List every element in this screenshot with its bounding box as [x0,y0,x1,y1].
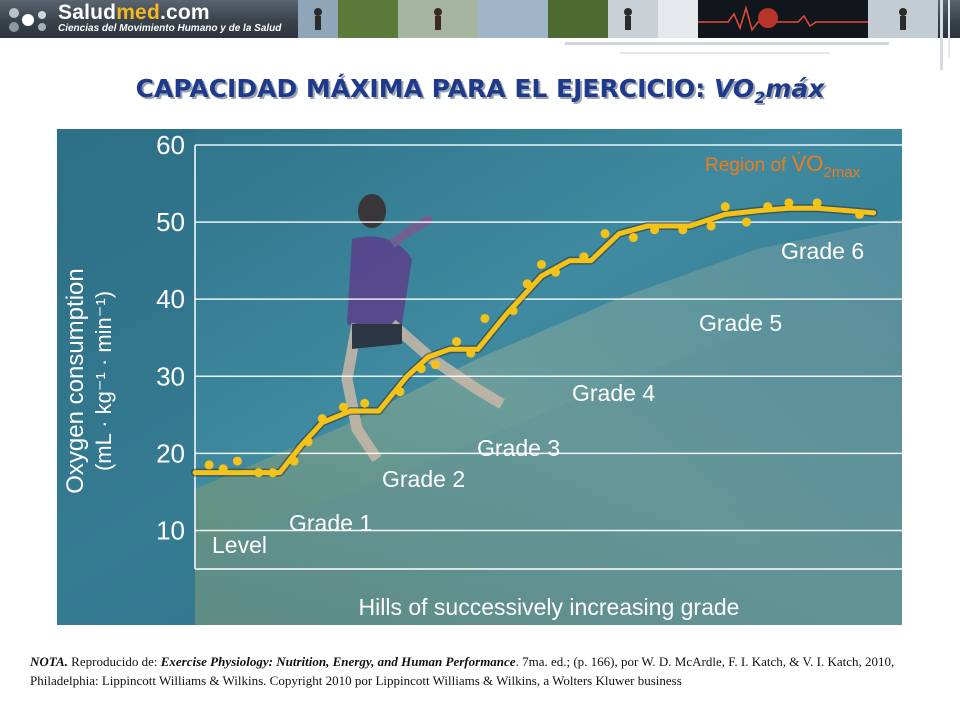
note-lead: NOTA. [30,654,68,669]
y-tick-label: 60 [156,130,185,160]
y-tick-label: 30 [156,361,185,391]
y-tick-label: 10 [156,515,185,545]
vo2-data-point [254,468,264,478]
grade-label: Grade 2 [382,466,465,492]
y-axis-label-line1: Oxygen consumption [62,268,89,493]
region-label-symbol: V̇O [792,151,824,176]
vo2-data-point [232,456,242,466]
vo2-data-point [706,221,716,231]
vo2-data-point [579,252,589,262]
vo2-data-point [522,279,532,289]
chart-left-panel [57,129,195,625]
grade-label: Grade 4 [572,380,655,406]
y-tick-label: 50 [156,207,185,237]
vo2-data-point [395,387,405,397]
note-text-1: Reproducido de: [67,654,161,669]
header-rule [565,42,889,45]
vo2-data-point [855,209,865,219]
side-rule [948,0,950,58]
grade-label: Grade 1 [289,510,372,536]
y-axis-label-line2: (mL · kg⁻¹ · min⁻¹) [91,291,116,471]
logo-brand: Saludmed.com [58,1,210,24]
vo2-data-point [508,306,518,316]
vo2-data-point [480,313,490,323]
grade-label: Grade 5 [699,310,782,336]
title-subscript: 2 [754,88,766,107]
grid-lines [194,144,902,570]
vo2-data-point [430,360,440,370]
vo2-data-point [289,456,299,466]
side-rule [940,0,943,70]
grade-label: Grade 3 [477,435,560,461]
vo2-data-point [812,198,822,208]
grade-labels: Level Grade 1 Grade 2 Grade 3 Grade 4 Grade 5… [212,238,864,558]
vo2-data-point [218,464,228,474]
vo2-data-point [452,337,462,347]
hill-foreground [195,289,902,625]
vo2-data-point [763,202,773,212]
vo2-data-point [741,217,751,227]
vo2-data-point [416,364,426,374]
vo2-data-point [360,398,370,408]
vo2-data-point [551,267,561,277]
source-note: NOTA. Reproducido de: Exercise Physiolog… [30,652,930,690]
vo2-data-point [628,233,638,243]
logo-tagline: Ciencias del Movimiento Humano y de la S… [58,23,282,34]
vo2-data-point [466,348,476,358]
vo2-data-point [268,468,278,478]
note-book-title: Exercise Physiology: Nutrition, Energy, … [160,654,516,669]
vo2-data-point [536,259,546,269]
vo2-data-point [720,202,730,212]
header-banner: Saludmed.com Ciencias del Movimiento Hum… [0,0,960,38]
runner-figure [341,194,505,463]
grade-label: Level [212,532,267,558]
banner-photo-strip [298,0,938,38]
vo2-data-point [317,414,327,424]
region-label-subscript: 2max [823,164,860,181]
note-text-2: . 7ma. ed.; (p. 166), por W. D. McArdle,… [30,654,895,688]
vo2-points-layer [204,198,865,478]
header-rule [620,52,830,54]
title-symbol: VO [714,74,755,103]
vo2max-chart: 10 20 30 40 50 60 Level Grade 1 Grade 2 Grade 3 G… [57,129,902,625]
hill-background [195,219,902,625]
y-tick-label: 40 [156,284,185,314]
vo2-data-point [204,460,214,470]
region-label: Region of V̇O2max [705,151,861,181]
vo2-data-point [600,229,610,239]
title-suffix: máx [765,74,825,103]
grade-label: Grade 6 [781,238,864,264]
logo-icon [9,8,46,32]
slide-title: CAPACIDAD MÁXIMA PARA EL EJERCICIO: VO2m… [135,74,825,107]
vo2-data-point [678,225,688,235]
vo2-data-point [303,437,313,447]
y-tick-label: 20 [156,438,185,468]
vo2-data-point [784,198,794,208]
y-tick-labels: 10 20 30 40 50 60 [156,130,185,545]
vo2-data-point [338,402,348,412]
vo2-data-point [650,225,660,235]
x-axis-label: Hills of successively increasing grade [359,594,740,620]
